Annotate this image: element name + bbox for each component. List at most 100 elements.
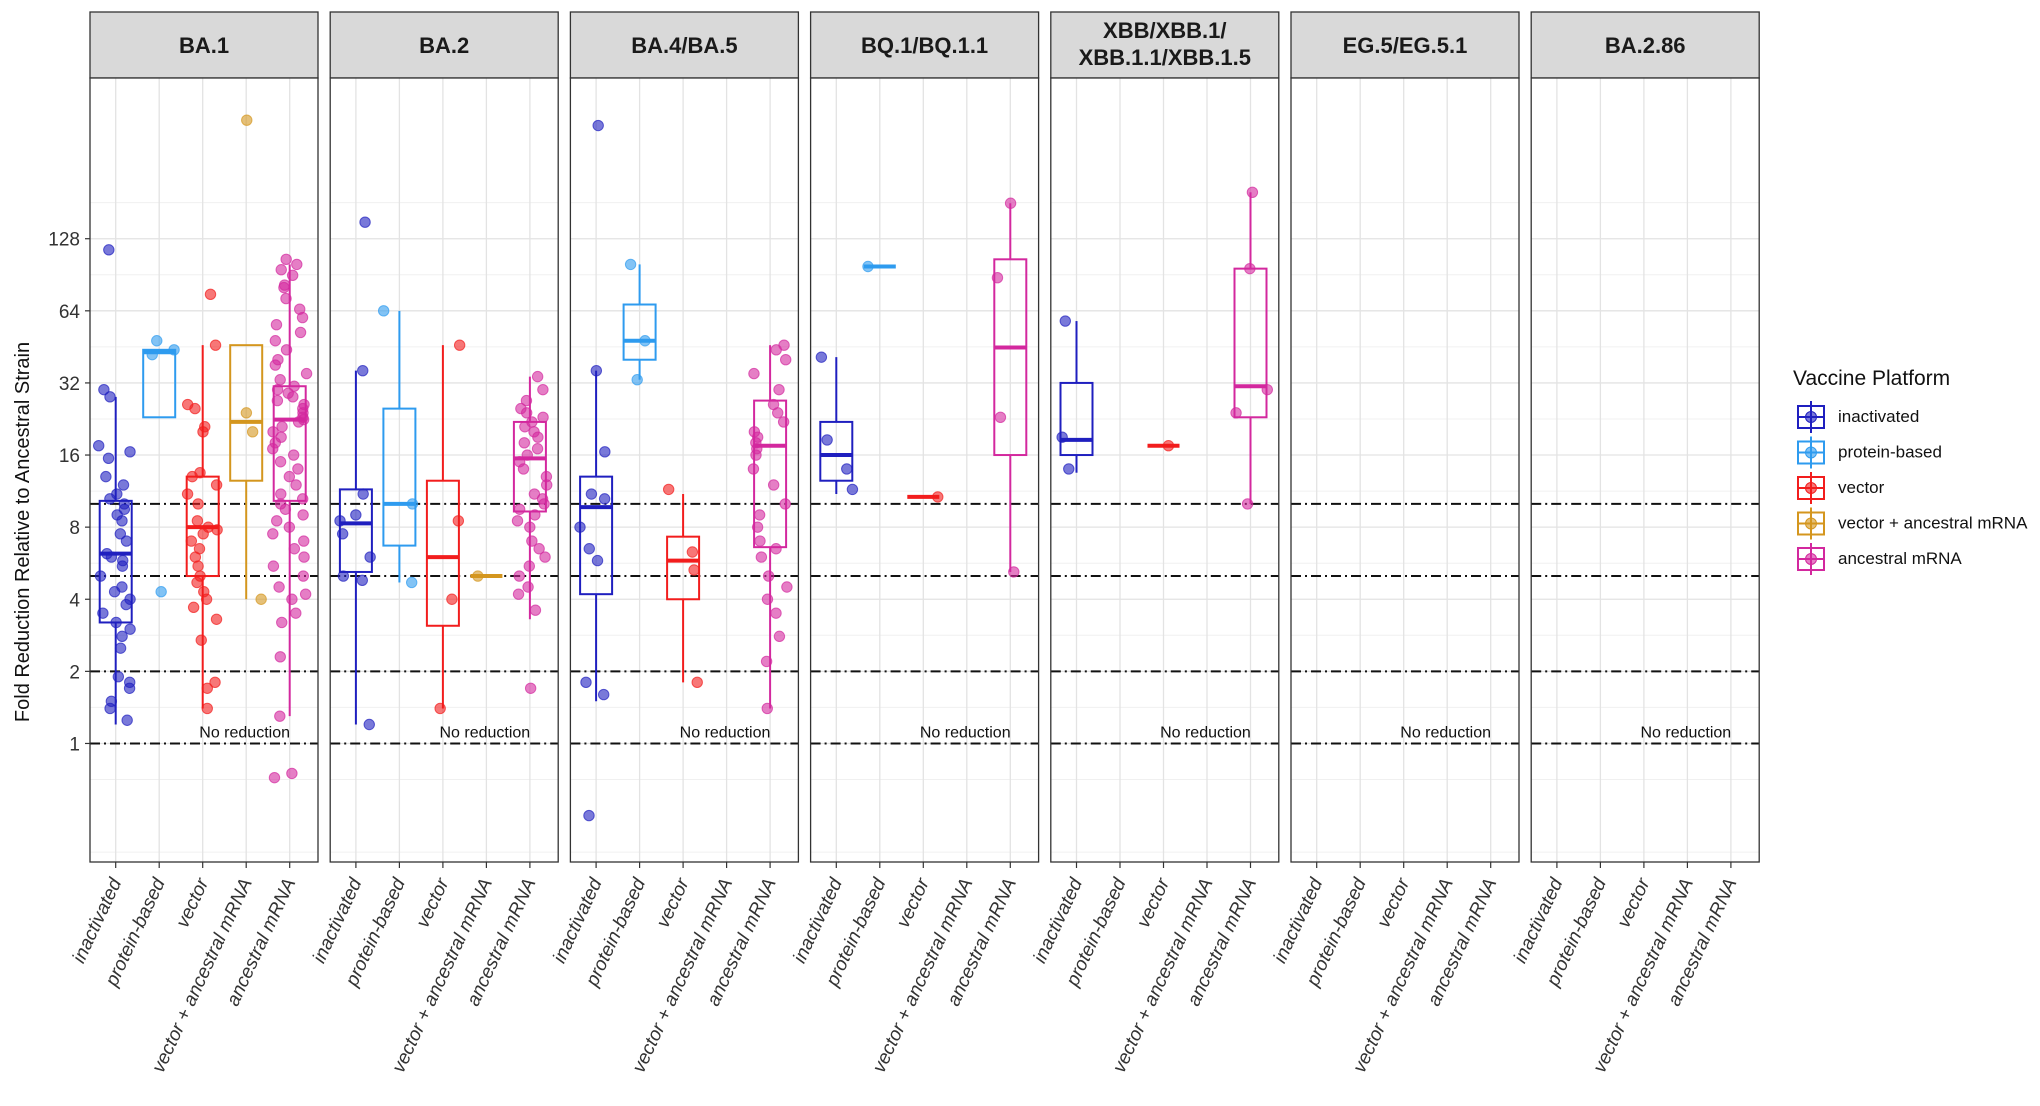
- facet-panel: XBB/XBB.1/XBB.1.1/XBB.1.5inactivatedprot…: [1030, 11, 1280, 1076]
- data-point: [1063, 463, 1075, 475]
- data-point: [102, 452, 115, 465]
- data-point: [255, 593, 267, 605]
- data-point: [574, 521, 586, 533]
- data-point: [116, 515, 128, 527]
- data-point: [114, 642, 127, 654]
- facet-strip: [1050, 11, 1280, 79]
- data-point: [274, 456, 287, 468]
- box-inactivated: [1056, 315, 1094, 475]
- facet-title: BQ.1/BQ.1.1: [861, 33, 988, 58]
- box-vector: [1147, 440, 1180, 452]
- y-tick-label: 1: [69, 734, 80, 755]
- data-point: [526, 535, 538, 547]
- data-point: [779, 498, 791, 510]
- data-point: [524, 521, 536, 533]
- data-point: [298, 535, 310, 547]
- data-point: [280, 344, 293, 356]
- data-point: [297, 570, 310, 582]
- data-point: [522, 581, 534, 593]
- data-point: [197, 528, 209, 540]
- data-point: [754, 535, 766, 547]
- data-point: [120, 535, 133, 547]
- data-point: [1241, 498, 1254, 510]
- data-point: [110, 616, 122, 629]
- box-vector: [907, 491, 944, 503]
- data-point: [279, 503, 292, 515]
- data-point: [290, 607, 302, 619]
- facet-strip: [329, 11, 559, 79]
- y-tick-label: 16: [59, 446, 80, 467]
- box-inactivated: [815, 351, 859, 496]
- box-iqr: [382, 407, 417, 547]
- facet-title: BA.4/BA.5: [631, 33, 737, 58]
- data-point: [112, 670, 125, 683]
- data-point: [1244, 262, 1256, 275]
- annotation-no-reduction: No reduction: [1160, 724, 1251, 741]
- facet-strip: [1290, 11, 1520, 79]
- data-point: [597, 688, 610, 701]
- data-point: [191, 576, 203, 589]
- data-point: [104, 391, 116, 403]
- panel-background: [570, 78, 799, 862]
- data-point: [815, 351, 828, 363]
- data-point: [296, 311, 309, 324]
- data-point: [538, 498, 550, 510]
- legend-entry: ancestral mRNA: [1797, 543, 1962, 575]
- panel-border: [1050, 77, 1280, 863]
- data-point: [271, 394, 284, 407]
- data-point: [105, 551, 118, 563]
- panel-border: [329, 77, 559, 863]
- data-point: [517, 463, 530, 475]
- box-iqr: [579, 475, 614, 596]
- data-point: [781, 581, 793, 593]
- data-point: [773, 383, 785, 396]
- data-point: [120, 598, 132, 611]
- box-iqr: [993, 258, 1028, 457]
- data-point: [524, 682, 537, 694]
- annotation-no-reduction: No reduction: [439, 724, 530, 741]
- data-point: [624, 258, 637, 271]
- data-point: [278, 281, 290, 294]
- legend-key-point: [1805, 446, 1817, 459]
- box-vector: [662, 483, 703, 689]
- data-point: [290, 479, 302, 491]
- data-point: [201, 702, 213, 715]
- data-point: [537, 383, 549, 396]
- data-point: [296, 493, 309, 505]
- facet-title: BA.2: [419, 33, 469, 58]
- data-point: [211, 524, 223, 536]
- panel-border: [809, 77, 1040, 863]
- box-iqr: [1059, 381, 1094, 457]
- data-point: [246, 426, 259, 438]
- data-point: [273, 581, 285, 593]
- data-point: [747, 463, 760, 475]
- annotation-no-reduction: No reduction: [1640, 724, 1731, 741]
- panel-border: [569, 77, 800, 863]
- annotation-no-reduction: No reduction: [680, 724, 771, 741]
- box-inactivated: [93, 244, 136, 726]
- legend-label: vector: [1838, 478, 1885, 497]
- legend-label: inactivated: [1838, 407, 1919, 426]
- data-point: [299, 588, 312, 600]
- data-point: [357, 364, 369, 377]
- data-point: [287, 391, 299, 403]
- legend-title: Vaccine Platform: [1793, 367, 1950, 390]
- x-tick-label: vector: [1614, 875, 1655, 931]
- data-point: [292, 463, 304, 475]
- data-point: [104, 493, 116, 505]
- data-point: [291, 258, 303, 271]
- data-point: [529, 604, 542, 616]
- box-ancestral-mrna: [267, 253, 313, 784]
- data-point: [364, 551, 376, 563]
- data-point: [270, 319, 283, 331]
- data-point: [93, 440, 105, 452]
- data-point: [519, 421, 531, 433]
- legend: Vaccine Platform inactivated protein-base…: [1793, 367, 2028, 575]
- data-point: [1261, 383, 1273, 396]
- panel-background: [1050, 78, 1279, 862]
- data-point: [532, 431, 544, 443]
- data-point: [210, 479, 223, 491]
